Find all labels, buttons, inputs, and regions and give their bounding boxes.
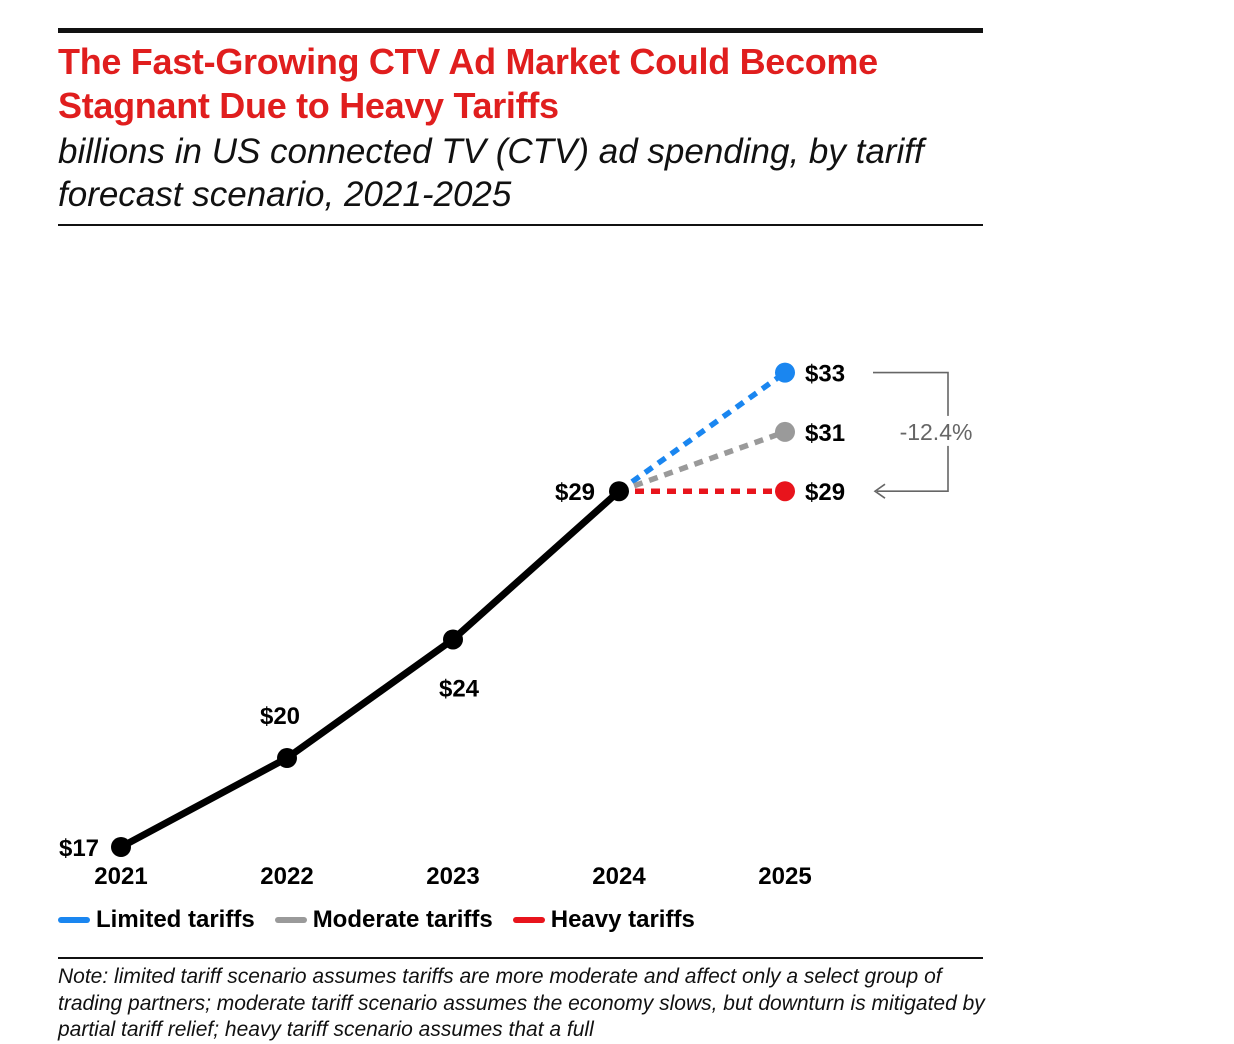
annotation-label: -12.4%	[900, 419, 973, 445]
x-tick-label-2021: 2021	[94, 863, 147, 890]
series-end-label-0: $33	[805, 361, 845, 388]
legend-swatch-heavy	[512, 917, 545, 923]
subtitle-rule	[58, 224, 983, 226]
note-rule	[58, 957, 983, 959]
actual-point-2024	[609, 481, 629, 502]
chart-subtitle: billions in US connected TV (CTV) ad spe…	[58, 132, 924, 214]
x-tick-label-2023: 2023	[426, 863, 479, 890]
data-label-2024: $29	[555, 479, 595, 506]
legend-swatch-limited	[58, 917, 90, 923]
chart-title: The Fast-Growing CTV Ad Market Could Bec…	[58, 41, 878, 126]
top-rule	[58, 28, 983, 33]
chart-note: Note: limited tariff scenario assumes ta…	[58, 965, 985, 1041]
data-label-2023: $24	[439, 675, 480, 702]
series-point-2	[775, 481, 795, 502]
bracket-arrowhead	[873, 483, 886, 499]
series-point-1	[775, 421, 795, 442]
series-point-0	[775, 362, 795, 383]
series-end-label-1: $31	[805, 420, 845, 447]
annotation-background	[892, 415, 978, 446]
series-line-1	[618, 429, 786, 494]
legend-item-moderate: Moderate tariffs	[274, 906, 493, 934]
legend-label-limited: Limited tariffs	[96, 906, 255, 933]
actual-point-2022	[277, 748, 297, 769]
x-tick-label-2024: 2024	[592, 863, 646, 890]
legend-swatch-moderate	[274, 917, 307, 923]
line-chart: $17 $20 $24 $29 $33 $31 $29 -12.4% 2021 2022 2023 2…	[58, 360, 978, 890]
x-tick-label-2022: 2022	[260, 863, 313, 890]
actual-line	[117, 487, 623, 851]
data-label-2022: $20	[260, 703, 300, 730]
x-tick-label-2025: 2025	[758, 863, 811, 890]
legend-label-heavy: Heavy tariffs	[550, 906, 695, 933]
legend: Limited tariffs Moderate tariffs Heavy t…	[58, 906, 715, 934]
series-end-label-2: $29	[805, 479, 845, 506]
series-line-0	[617, 370, 787, 494]
legend-item-heavy: Heavy tariffs	[512, 906, 695, 934]
legend-item-limited: Limited tariffs	[58, 906, 255, 934]
actual-point-2023	[443, 629, 463, 650]
legend-label-moderate: Moderate tariffs	[312, 906, 493, 933]
data-label-2021: $17	[59, 835, 99, 862]
actual-point-2021	[111, 837, 131, 857]
